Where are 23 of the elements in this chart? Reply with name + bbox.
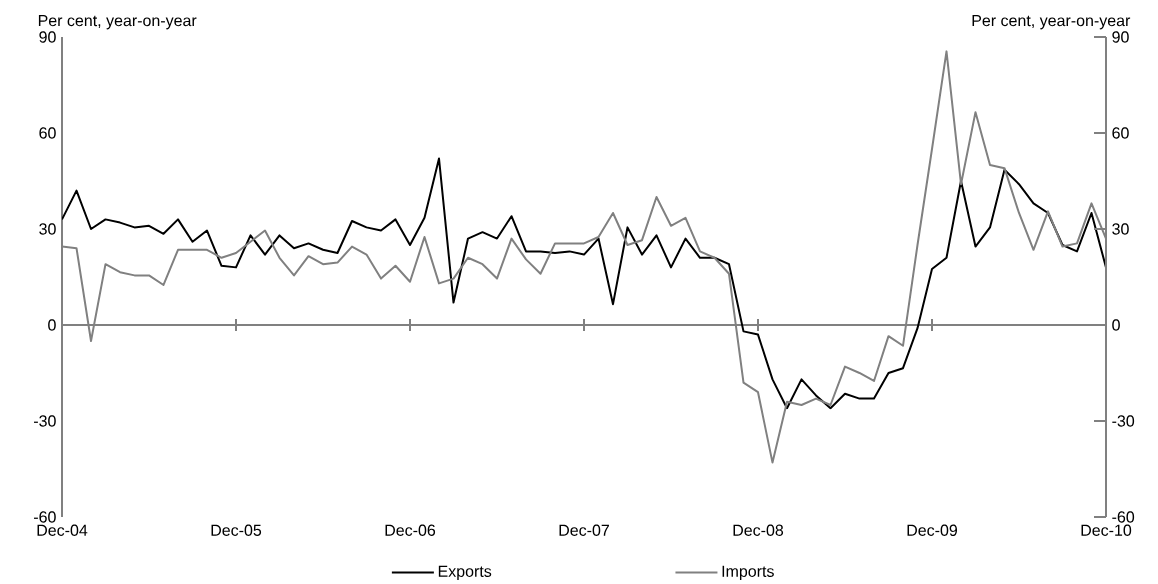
y-axis-title: Per cent, year-on-year (38, 15, 197, 30)
legend-label: Imports (722, 565, 774, 581)
y-tick-label: 30 (39, 223, 56, 235)
y-tick-label: 60 (39, 127, 56, 139)
x-tick-label: Dec-07 (559, 524, 609, 536)
y2-tick-label: -60 (1112, 511, 1135, 523)
y2-tick-label: -30 (1112, 415, 1135, 427)
x-tick-label: Dec-04 (37, 524, 88, 536)
x-tick-label: Dec-05 (211, 524, 262, 536)
x-tick-label: Dec-09 (907, 524, 958, 536)
legend-label: Exports (438, 565, 492, 581)
y-tick-label: 90 (39, 31, 56, 43)
y-tick-label: 0 (48, 319, 56, 331)
y2-tick-label: 0 (1112, 319, 1120, 331)
y2-axis-title: Per cent, year-on-year (972, 15, 1131, 30)
y2-tick-label: 90 (1112, 31, 1129, 43)
x-tick-label: Dec-06 (385, 524, 436, 536)
y2-tick-label: 30 (1112, 223, 1129, 235)
x-tick-label: Dec-08 (733, 524, 784, 536)
y2-tick-label: 60 (1112, 127, 1129, 139)
y-tick-label: -60 (33, 511, 56, 523)
x-tick-label: Dec-10 (1081, 524, 1132, 536)
y-tick-label: -30 (33, 415, 56, 427)
